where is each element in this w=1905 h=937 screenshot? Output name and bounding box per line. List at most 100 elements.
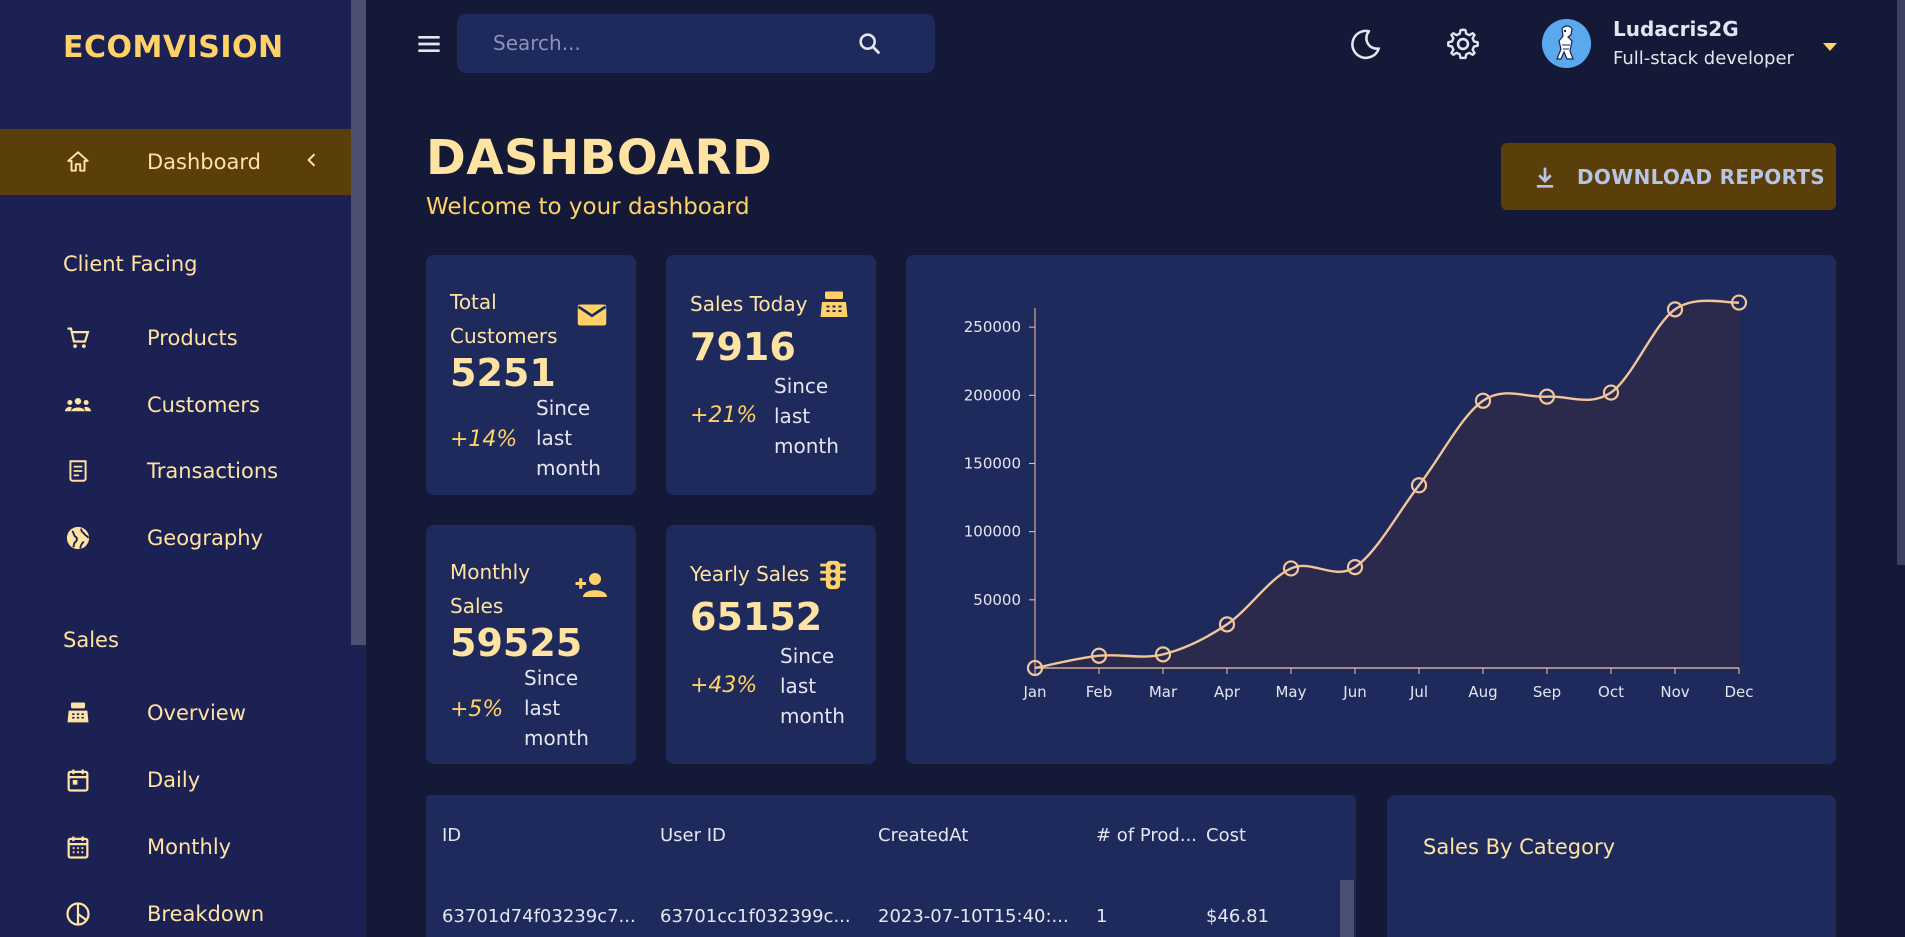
download-reports-label: DOWNLOAD REPORTS bbox=[1577, 164, 1826, 189]
sidebar-item-label: Dashboard bbox=[147, 150, 261, 174]
sidebar-item-geography[interactable]: Geography bbox=[0, 513, 351, 563]
sidebar-item-breakdown[interactable]: Breakdown bbox=[0, 889, 351, 937]
chart-x-tick-label: Mar bbox=[1149, 683, 1178, 701]
sales-by-category-panel: Sales By Category bbox=[1387, 795, 1836, 937]
chart-point bbox=[1154, 646, 1172, 663]
transactions-table: ID User ID CreatedAt # of Prod... Cost 6… bbox=[426, 795, 1356, 937]
caret-down-icon[interactable] bbox=[1822, 38, 1838, 57]
user-role: Full-stack developer bbox=[1613, 48, 1794, 69]
stat-title: Yearly Sales bbox=[690, 562, 810, 586]
chart-x-tick-label: Apr bbox=[1214, 683, 1241, 701]
table-cell: 2023-07-10T15:40:... bbox=[878, 906, 1069, 927]
sidebar-item-customers[interactable]: Customers bbox=[0, 380, 351, 430]
section-sales: Sales bbox=[63, 628, 119, 652]
receipt-icon bbox=[63, 456, 93, 486]
register-icon bbox=[63, 698, 93, 728]
page-scrollbar-thumb[interactable] bbox=[1897, 0, 1905, 565]
chart-x-tick-label: Nov bbox=[1660, 683, 1689, 701]
dark-mode-icon[interactable] bbox=[1348, 26, 1384, 62]
sidebar: ECOMVISION Dashboard Client Facing Produ… bbox=[0, 0, 366, 937]
sidebar-item-dashboard-row[interactable]: Dashboard bbox=[0, 137, 351, 187]
stat-title: Monthly Sales bbox=[450, 560, 531, 618]
menu-icon[interactable] bbox=[413, 28, 445, 60]
chart-point bbox=[1026, 659, 1044, 677]
register-icon bbox=[816, 287, 852, 327]
stat-title: Sales Today bbox=[690, 292, 808, 316]
email-icon bbox=[574, 297, 610, 337]
stat-card-total-customers: Total Customers 5251 +14% Since last month bbox=[426, 255, 636, 495]
stat-card-yearly-sales: Yearly Sales 65152 +43% Since last month bbox=[666, 525, 876, 764]
stat-title: Total Customers bbox=[450, 290, 558, 348]
sidebar-item-products[interactable]: Products bbox=[0, 313, 351, 363]
chart-x-tick-label: Jul bbox=[1409, 683, 1428, 701]
sidebar-item-label: Geography bbox=[147, 526, 263, 550]
table-cell: 1 bbox=[1096, 906, 1108, 927]
download-reports-button[interactable]: DOWNLOAD REPORTS bbox=[1501, 143, 1836, 210]
stat-card-sales-today: Sales Today 7916 +21% Since last month bbox=[666, 255, 876, 495]
sidebar-scrollbar-thumb[interactable] bbox=[351, 0, 366, 645]
sidebar-item-label: Transactions bbox=[147, 459, 279, 483]
sidebar-item-label: Breakdown bbox=[147, 902, 265, 926]
avatar[interactable] bbox=[1542, 19, 1591, 68]
stat-since-label: Since last month bbox=[780, 644, 845, 728]
traffic-icon bbox=[816, 557, 850, 597]
sales-area-chart[interactable]: 50000 100000 150000 200000 250000 Jan Feb Mar Ap… bbox=[906, 255, 1836, 764]
sidebar-item-monthly[interactable]: Monthly bbox=[0, 822, 351, 872]
person-add-icon bbox=[572, 567, 612, 607]
chart-point bbox=[1730, 294, 1748, 311]
column-header-products[interactable]: # of Prod... bbox=[1096, 825, 1198, 846]
section-client-facing: Client Facing bbox=[63, 252, 198, 276]
chart-x-tick-label: Jun bbox=[1342, 683, 1366, 701]
chart-x-tick-label: May bbox=[1275, 683, 1306, 701]
gear-icon[interactable] bbox=[1445, 26, 1481, 62]
stat-value: 7916 bbox=[690, 325, 796, 369]
search-input[interactable]: Search... bbox=[493, 31, 581, 55]
chart-point bbox=[1474, 392, 1492, 409]
table-cell: $46.81 bbox=[1206, 906, 1269, 927]
chart-x-tick-label: Jan bbox=[1022, 683, 1046, 701]
chart-point bbox=[1346, 558, 1364, 576]
sidebar-item-daily[interactable]: Daily bbox=[0, 755, 351, 805]
sidebar-item-label: Daily bbox=[147, 768, 201, 792]
sidebar-item-transactions[interactable]: Transactions bbox=[0, 446, 351, 496]
chart-x-tick-label: Oct bbox=[1598, 683, 1624, 701]
people-icon bbox=[63, 390, 93, 420]
chart-x-tick-label: Dec bbox=[1724, 683, 1753, 701]
sidebar-item-overview[interactable]: Overview bbox=[0, 688, 351, 738]
stat-since-label: Since last month bbox=[774, 374, 839, 458]
chart-y-tick-label: 50000 bbox=[973, 591, 1021, 609]
table-scrollbar-thumb[interactable] bbox=[1340, 880, 1354, 937]
stat-increase: +43% bbox=[690, 673, 758, 698]
chart-point bbox=[1410, 477, 1428, 494]
column-header-created-at[interactable]: CreatedAt bbox=[878, 825, 969, 846]
globe-icon bbox=[63, 523, 93, 553]
sidebar-item-label: Products bbox=[147, 326, 238, 350]
stat-card-monthly-sales: Monthly Sales 59525 +5% Since last month bbox=[426, 525, 636, 764]
page-title: DASHBOARD bbox=[426, 130, 773, 186]
page-subtitle: Welcome to your dashboard bbox=[426, 194, 750, 220]
calendar-day-icon bbox=[63, 765, 93, 795]
pie-icon bbox=[63, 899, 93, 929]
category-title: Sales By Category bbox=[1423, 835, 1616, 859]
chart-y-tick-label: 150000 bbox=[964, 454, 1021, 472]
sidebar-item-label: Customers bbox=[147, 393, 260, 417]
stat-value: 59525 bbox=[450, 621, 583, 665]
column-header-user-id[interactable]: User ID bbox=[660, 825, 726, 846]
sidebar-scrollbar-track[interactable] bbox=[351, 645, 366, 937]
column-header-id[interactable]: ID bbox=[442, 825, 462, 846]
brand-logo[interactable]: ECOMVISION bbox=[63, 30, 284, 65]
sidebar-item-dashboard[interactable] bbox=[0, 129, 351, 195]
chart-x-tick-label: Sep bbox=[1533, 683, 1561, 701]
search-icon[interactable] bbox=[856, 30, 884, 62]
chart-series-line bbox=[1034, 299, 1740, 670]
user-name: Ludacris2G bbox=[1613, 17, 1739, 41]
download-icon bbox=[1531, 163, 1559, 195]
home-icon bbox=[63, 147, 93, 177]
stat-since-label: Since last month bbox=[536, 396, 601, 480]
chart-point bbox=[1666, 301, 1684, 318]
stat-value: 65152 bbox=[690, 595, 823, 639]
chart-point bbox=[1218, 616, 1236, 633]
column-header-cost[interactable]: Cost bbox=[1206, 825, 1247, 846]
chart-y-tick-label: 200000 bbox=[964, 386, 1021, 404]
search-bar[interactable]: Search... bbox=[457, 14, 935, 73]
